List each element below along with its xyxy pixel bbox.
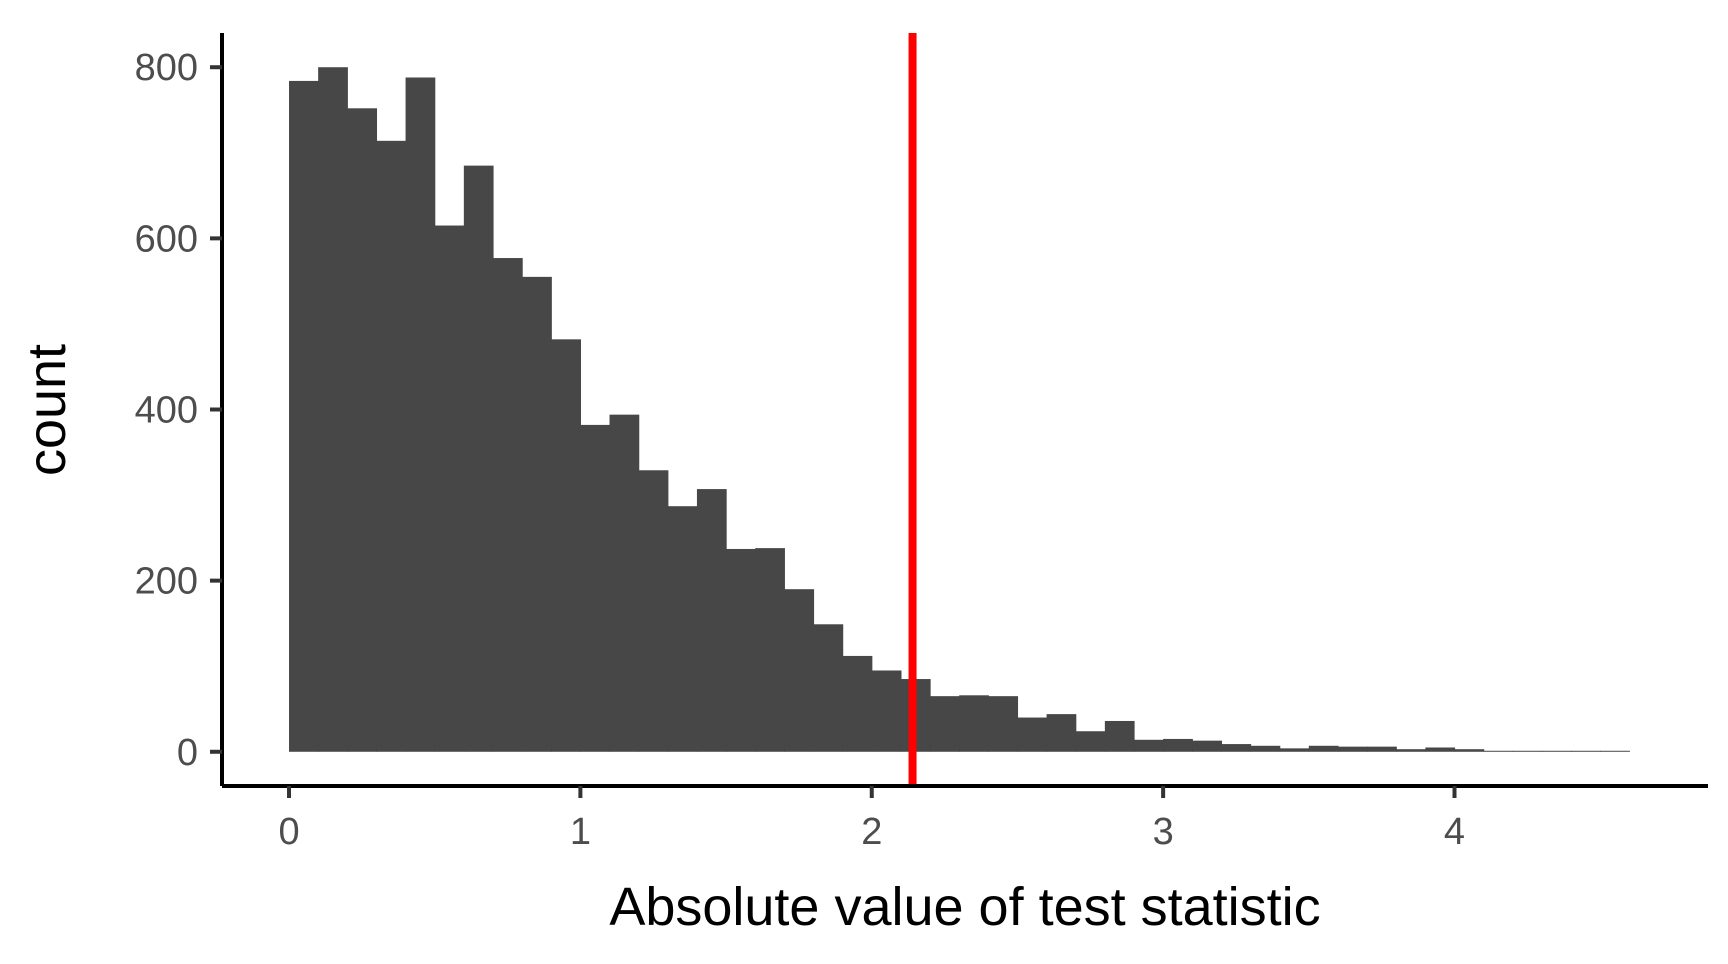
x-tick-label: 4	[1444, 811, 1465, 853]
histogram-bar	[551, 339, 581, 752]
histogram-bar	[522, 276, 552, 752]
histogram-bar	[813, 624, 844, 752]
histogram-bar	[580, 424, 611, 752]
histogram-bar	[347, 108, 378, 752]
x-tick-label: 2	[861, 811, 882, 853]
histogram-bar	[1600, 750, 1630, 752]
x-tick-label: 1	[570, 811, 591, 853]
histogram-bar	[1279, 748, 1310, 752]
histogram-bar	[1221, 744, 1252, 752]
x-axis-title: Absolute value of test statistic	[609, 877, 1320, 937]
histogram-bar	[1337, 746, 1368, 752]
x-tick-label: 0	[278, 811, 299, 853]
histogram-bar	[1308, 745, 1339, 752]
histogram-bar	[1396, 749, 1426, 752]
histogram-bar	[405, 77, 436, 752]
histogram-bar	[1192, 740, 1223, 752]
histogram-bar	[1483, 750, 1514, 752]
histogram-bar	[463, 165, 494, 752]
histogram-bar	[1571, 750, 1601, 752]
y-tick-label: 600	[135, 218, 198, 260]
histogram-bar	[1454, 749, 1485, 752]
x-tick-label: 3	[1153, 811, 1174, 853]
histogram-bar	[289, 80, 319, 752]
histogram-bar	[726, 548, 756, 752]
histogram-bar	[609, 414, 640, 752]
y-tick-label: 200	[135, 561, 198, 603]
histogram-bar	[1133, 739, 1164, 752]
histogram-bars	[289, 67, 1630, 752]
y-tick-label: 0	[177, 732, 198, 774]
histogram-bar	[1017, 717, 1048, 752]
histogram-bar	[696, 489, 727, 752]
histogram-bar	[1075, 731, 1106, 752]
histogram-bar	[1250, 745, 1281, 752]
histogram-bar	[1425, 747, 1456, 752]
histogram-bar	[784, 589, 815, 752]
histogram-bar	[755, 548, 785, 752]
histogram-bar	[318, 67, 348, 752]
y-tick-label: 800	[135, 47, 198, 89]
histogram-bar	[434, 225, 465, 752]
histogram-bar	[1046, 714, 1077, 752]
histogram-bar	[667, 506, 698, 752]
x-axis-ticks: 0 1 2 3 4	[278, 786, 1465, 853]
histogram-bar	[1512, 750, 1543, 752]
histogram-bar	[930, 696, 960, 752]
histogram-bar	[1104, 720, 1135, 752]
histogram-bar	[1163, 738, 1193, 752]
histogram-bar	[1367, 746, 1397, 752]
histogram-bar	[638, 470, 669, 752]
y-axis-title: count	[17, 344, 77, 476]
histogram-bar	[492, 258, 523, 752]
y-tick-label: 400	[135, 390, 198, 432]
histogram-bar	[1541, 750, 1572, 752]
histogram-bar	[959, 695, 989, 752]
histogram-bar	[842, 655, 873, 752]
y-axis-ticks: 0 200 400 600 800	[135, 47, 222, 774]
histogram-bar	[988, 696, 1019, 752]
histogram-bar	[871, 670, 902, 752]
histogram-bar	[376, 140, 407, 752]
